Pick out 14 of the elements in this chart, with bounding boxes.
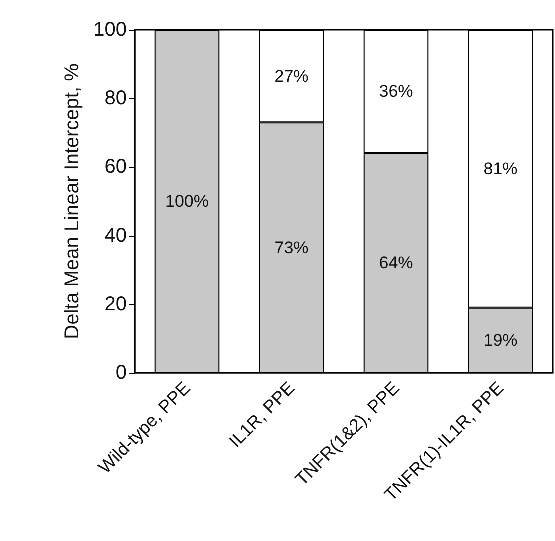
y-tick-label: 60 [104,156,127,178]
y-tick-label: 20 [104,293,127,316]
y-tick-label: 40 [104,224,127,247]
data-label: 81% [484,159,518,178]
y-tick-label: 80 [104,88,127,110]
data-label: 64% [379,254,414,273]
data-label: 100% [166,192,209,211]
y-axis-title: Delta Mean Linear Intercept, % [62,63,84,340]
y-tick-label: 100 [94,19,127,41]
y-tick-label: 0 [116,362,127,384]
data-label: 27% [274,66,309,86]
data-label: 19% [484,330,518,350]
data-label: 73% [274,238,309,258]
data-label: 36% [379,82,414,102]
